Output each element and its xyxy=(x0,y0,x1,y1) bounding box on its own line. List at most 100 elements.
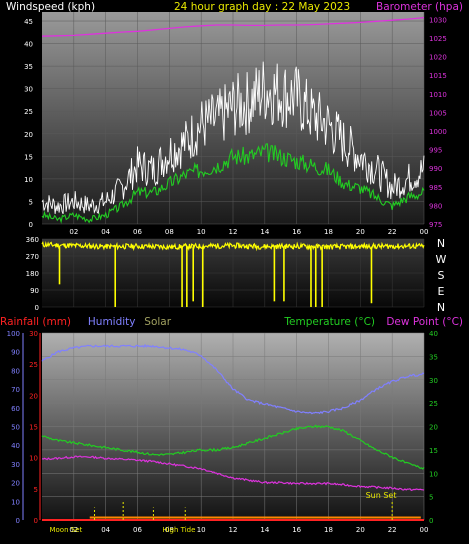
rainfall-tick-label: 25 xyxy=(29,361,38,369)
humidity-tick-label: 100 xyxy=(7,330,20,338)
rainfall-tick-label: 15 xyxy=(29,424,38,432)
direction-tick-label: 360 xyxy=(26,236,39,244)
humidity-tick-label: 60 xyxy=(11,405,20,413)
wind-tick-label: 35 xyxy=(24,63,33,71)
temperature-tick-label: 20 xyxy=(429,424,438,432)
wind-tick-label: 30 xyxy=(24,86,33,94)
wind-tick-label: 45 xyxy=(24,18,33,26)
temperature-tick-label: 30 xyxy=(429,377,438,385)
astro-annotations: Moon Set High Tide Sun Set xyxy=(49,491,396,534)
barometer-tick-label: 1005 xyxy=(429,109,447,117)
humidity-tick-label: 80 xyxy=(11,367,20,375)
barometer-axis: 975 980 985 990 995 1000 1005 1010 1015 1020 1025 1… xyxy=(429,16,447,229)
windspeed-axis-label: Windspeed (kph) xyxy=(6,1,95,13)
temp-x-tick-label: 02 xyxy=(69,526,78,534)
wind-x-tick-label: 14 xyxy=(260,228,269,236)
rainfall-tick-label: 20 xyxy=(29,392,38,400)
temp-x-tick-label: 12 xyxy=(229,526,238,534)
wind-tick-label: 25 xyxy=(24,108,33,116)
graph-title: 24 hour graph day : 22 May 2023 xyxy=(174,1,350,13)
wind-tick-label: 5 xyxy=(29,198,33,206)
compass-label: N xyxy=(437,237,445,250)
barometer-tick-label: 1010 xyxy=(429,91,447,99)
wind-tick-label: 0 xyxy=(29,221,33,229)
humidity-tick-label: 90 xyxy=(11,349,20,357)
gust-line xyxy=(41,61,425,215)
wind-x-tick-label: 00 xyxy=(420,228,429,236)
temp-series xyxy=(41,343,425,521)
direction-grid xyxy=(42,238,425,308)
barometer-line xyxy=(41,16,425,37)
barometer-tick-label: 980 xyxy=(429,202,442,210)
wind-tick-label: 40 xyxy=(24,41,33,49)
humidity-line xyxy=(41,343,425,415)
barometer-tick-label: 985 xyxy=(429,184,442,192)
temp-x-tick-label: 10 xyxy=(197,526,206,534)
wind-x-tick-label: 04 xyxy=(101,228,110,236)
barometer-tick-label: 1015 xyxy=(429,72,447,80)
temperature-tick-label: 40 xyxy=(429,330,438,338)
wind-x-tick-label: 22 xyxy=(388,228,397,236)
dewpoint-line xyxy=(41,455,425,492)
direction-tick-label: 90 xyxy=(30,287,39,295)
rainfall-tick-label: 10 xyxy=(29,455,38,463)
temp-x-tick-label: 08 xyxy=(165,526,174,534)
direction-series xyxy=(41,241,425,307)
rainfall-axis: 0 5 10 15 20 25 30 xyxy=(29,330,41,525)
barometer-axis-label: Barometer (hpa) xyxy=(376,1,463,13)
wind-x-tick-label: 18 xyxy=(324,228,333,236)
wind-tick-label: 15 xyxy=(24,153,33,161)
barometer-tick-label: 1020 xyxy=(429,54,447,62)
rainfall-tick-label: 0 xyxy=(34,517,38,525)
direction-tick-label: 180 xyxy=(26,270,39,278)
humidity-tick-label: 50 xyxy=(11,424,20,432)
legend-left: Rainfall (mm) Humidity Solar xyxy=(0,316,172,328)
wind-left-axis: 0 5 10 15 20 25 30 35 40 45 xyxy=(24,18,33,229)
barometer-tick-label: 1030 xyxy=(429,16,447,24)
barometer-tick-label: 1000 xyxy=(429,128,447,136)
direction-tick-label: 270 xyxy=(26,253,39,261)
wind-tick-label: 20 xyxy=(24,131,33,139)
humidity-tick-label: 20 xyxy=(11,480,20,488)
wind-x-tick-label: 20 xyxy=(356,228,365,236)
legend-left-item: Solar xyxy=(144,316,171,328)
compass-label: S xyxy=(438,269,445,282)
humidity-tick-label: 30 xyxy=(11,461,20,469)
temp-x-tick-label: 18 xyxy=(324,526,333,534)
legend-left-item: Humidity xyxy=(88,316,136,328)
humidity-axis: 0 10 20 30 40 50 60 70 80 90 100 xyxy=(7,330,24,525)
compass-label: E xyxy=(438,285,445,298)
wind-x-tick-label: 08 xyxy=(165,228,174,236)
temperature-tick-label: 25 xyxy=(429,400,438,408)
temp-x-tick-label: 22 xyxy=(388,526,397,534)
compass-label: W xyxy=(436,253,447,266)
barometer-tick-label: 995 xyxy=(429,147,442,155)
temperature-tick-label: 0 xyxy=(429,517,433,525)
wind-series xyxy=(41,16,425,224)
legend-right-item: Temperature (°C) xyxy=(283,316,375,328)
compass-label: N xyxy=(437,301,445,314)
wind-x-tick-label: 02 xyxy=(69,228,78,236)
rainfall-tick-label: 30 xyxy=(29,330,38,338)
temperature-tick-label: 15 xyxy=(429,447,438,455)
temperature-tick-label: 35 xyxy=(429,353,438,361)
direction-left-axis: 360 270 180 90 0 xyxy=(26,236,39,312)
barometer-tick-label: 975 xyxy=(429,221,442,229)
direction-line xyxy=(41,241,425,252)
humidity-tick-label: 70 xyxy=(11,386,20,394)
wind-x-tick-label: 12 xyxy=(229,228,238,236)
astro-annotation: Sun Set xyxy=(366,491,397,500)
astro-annotation: High Tide xyxy=(162,526,195,534)
temp-x-tick-label: 04 xyxy=(101,526,110,534)
temperature-tick-label: 10 xyxy=(429,470,438,478)
temperature-axis: 0 5 10 15 20 25 30 35 40 xyxy=(429,330,438,525)
direction-tick-label: 0 xyxy=(35,304,39,312)
barometer-tick-label: 990 xyxy=(429,165,442,173)
legend-right: Dew Point (°C) Temperature (°C) xyxy=(283,316,463,328)
barometer-tick-label: 1025 xyxy=(429,35,447,43)
wind-x-tick-label: 16 xyxy=(292,228,301,236)
windspeed-line xyxy=(41,143,425,224)
temp-x-axis: 02 04 06 08 10 12 14 16 18 20 22 00 xyxy=(69,526,428,534)
temp-x-tick-label: 00 xyxy=(420,526,429,534)
